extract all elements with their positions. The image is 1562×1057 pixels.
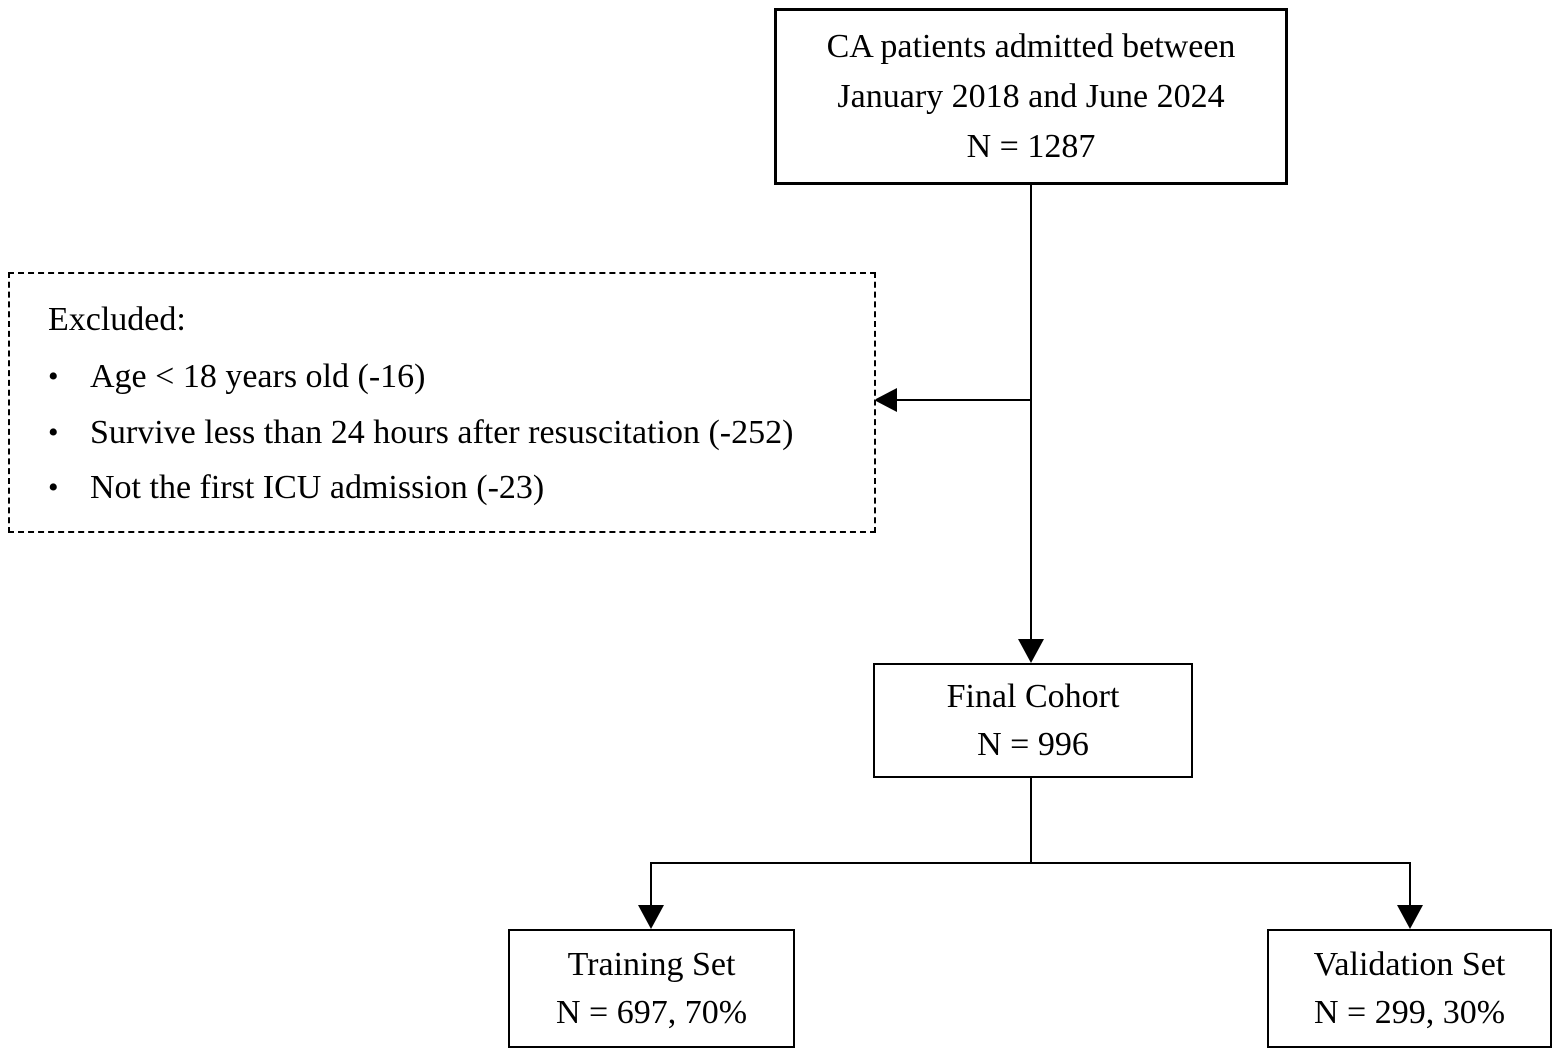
validation-set-count: N = 299, 30% [1313,993,1506,1031]
connector-split-to-training [650,862,652,906]
box-excluded: Excluded: • Age < 18 years old (-16) • S… [8,272,876,533]
initial-cohort-line-1: CA patients admitted between [826,27,1236,65]
excluded-item: • Not the first ICU admission (-23) [48,468,864,508]
initial-cohort-line-2: January 2018 and June 2024 [837,77,1225,115]
training-set-count: N = 697, 70% [555,993,748,1031]
arrowhead-down-training-icon [638,905,664,929]
arrowhead-down-final-icon [1018,639,1044,663]
excluded-title: Excluded: [48,301,186,338]
final-cohort-count: N = 996 [977,725,1089,763]
connector-split-to-validation [1409,862,1411,906]
excluded-item-text: Survive less than 24 hours after resusci… [90,414,794,451]
connector-split-horizontal [650,862,1411,864]
excluded-item-text: Not the first ICU admission (-23) [90,469,545,506]
connector-to-excluded [897,399,1032,401]
training-set-title: Training Set [567,945,736,983]
arrowhead-down-validation-icon [1397,905,1423,929]
validation-set-title: Validation Set [1313,945,1506,983]
excluded-item: • Survive less than 24 hours after resus… [48,413,864,453]
final-cohort-title: Final Cohort [946,677,1120,715]
connector-top-to-final [1030,184,1032,642]
excluded-item: • Age < 18 years old (-16) [48,357,864,397]
connector-final-to-split [1030,778,1032,863]
box-initial-cohort: CA patients admitted between January 201… [774,8,1288,185]
box-training-set: Training Set N = 697, 70% [508,929,795,1048]
bullet-icon: • [48,416,59,449]
initial-cohort-count: N = 1287 [966,127,1096,165]
arrowhead-left-excluded-icon [874,388,897,412]
bullet-icon: • [48,471,59,504]
box-validation-set: Validation Set N = 299, 30% [1267,929,1552,1048]
box-final-cohort: Final Cohort N = 996 [873,663,1193,778]
bullet-icon: • [48,360,59,393]
excluded-item-text: Age < 18 years old (-16) [90,358,426,395]
